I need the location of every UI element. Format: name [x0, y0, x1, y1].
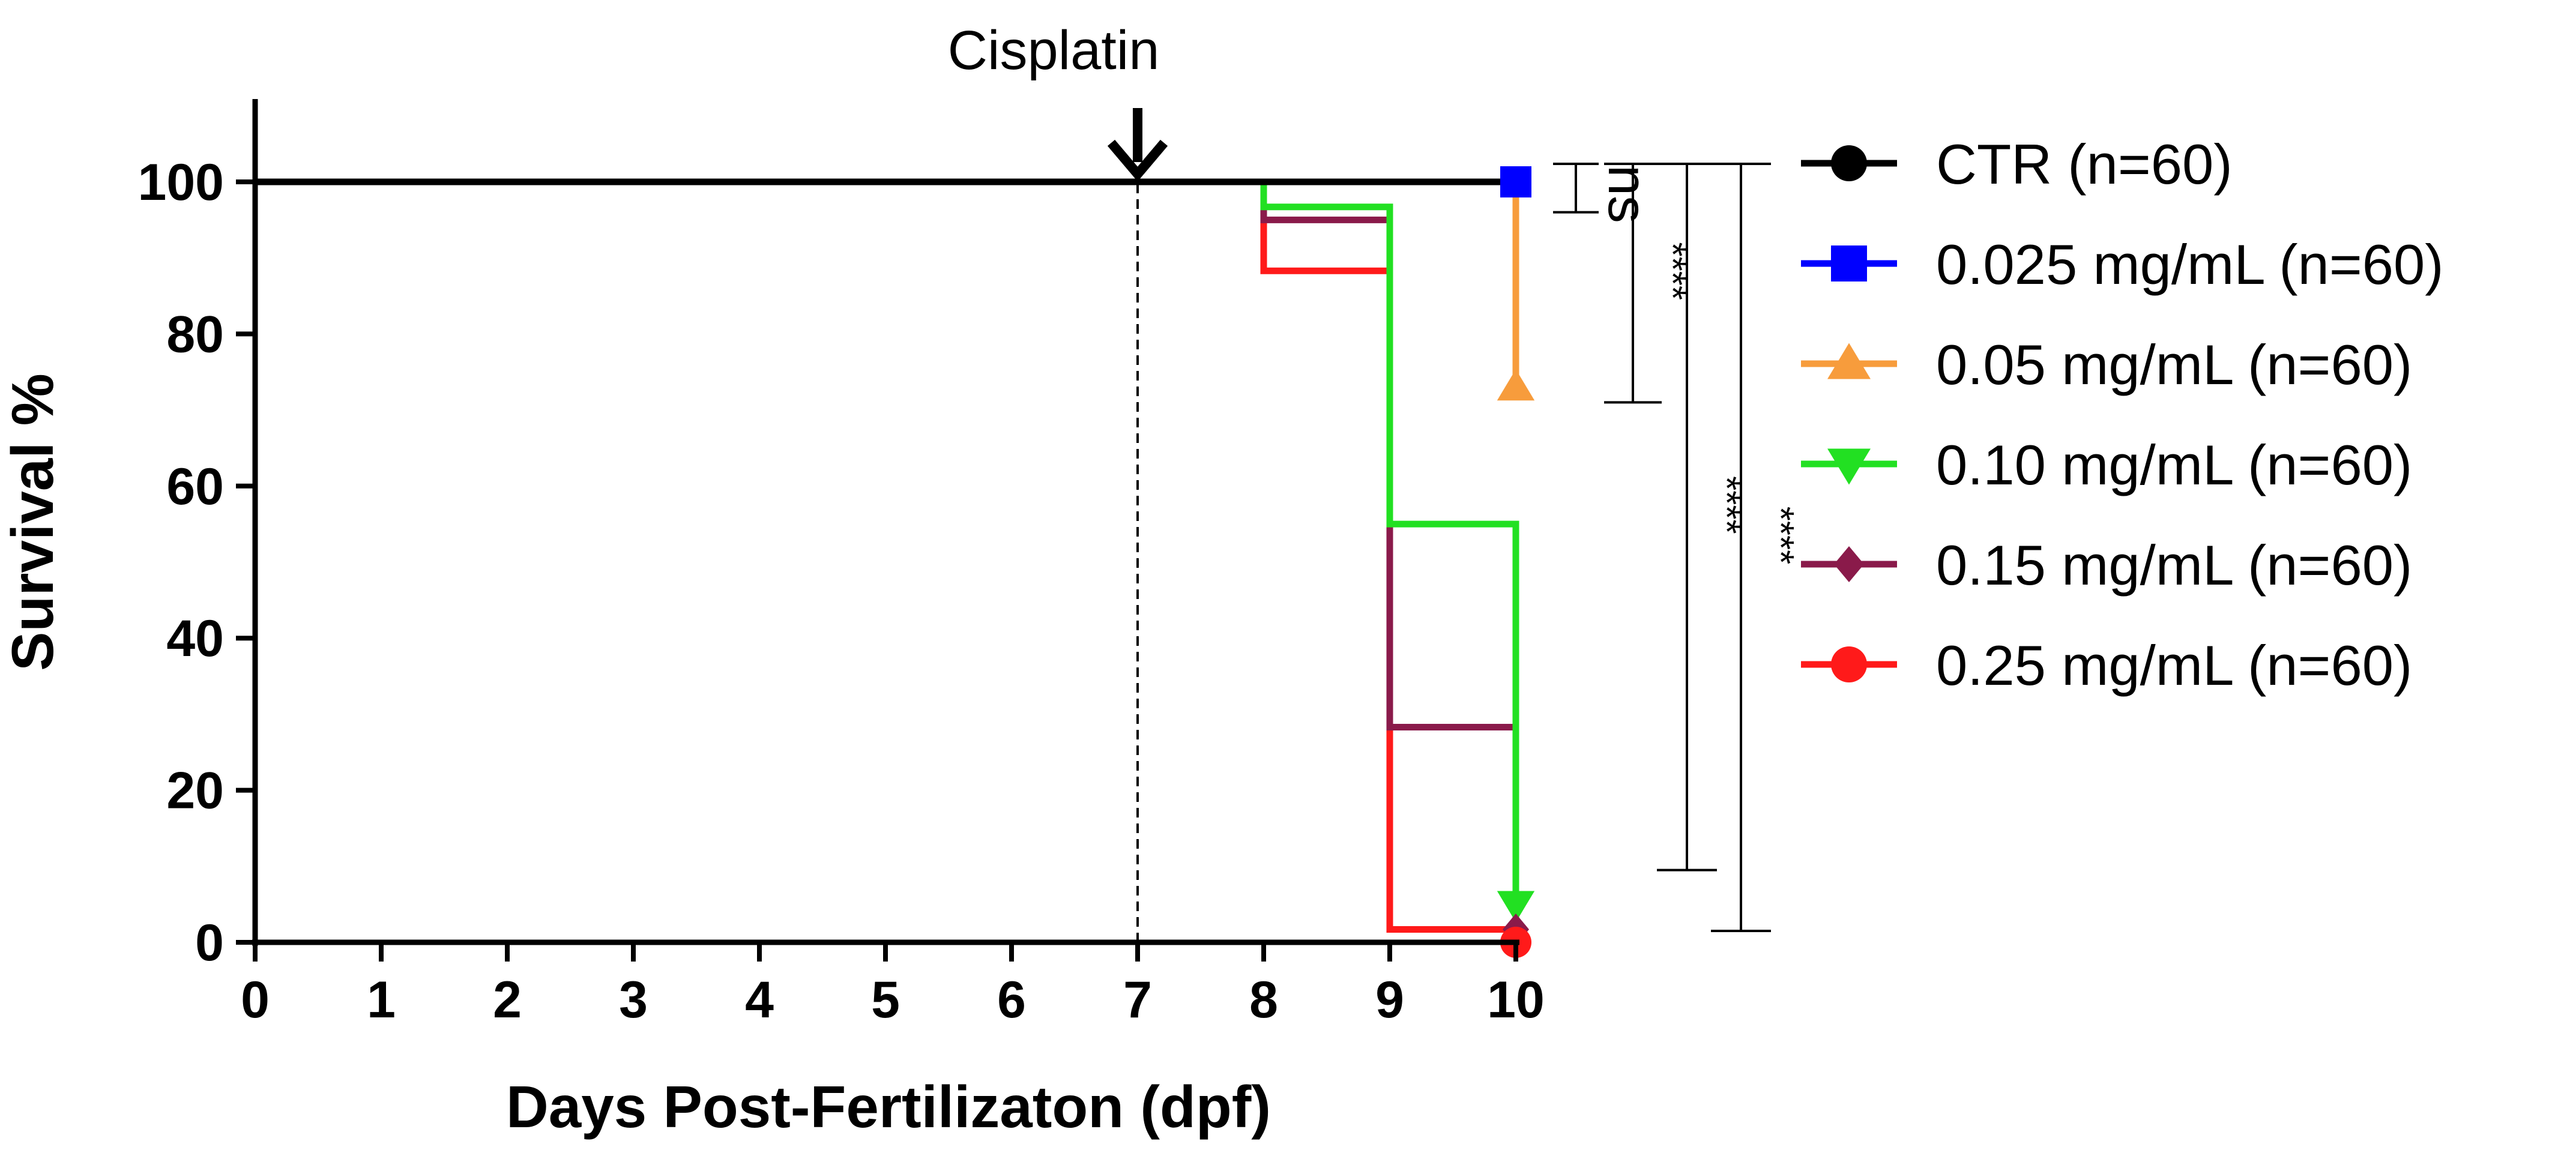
- legend-label-0: CTR (n=60): [1936, 133, 2233, 196]
- x-tick-label: 5: [871, 971, 900, 1029]
- x-tick-label: 9: [1375, 971, 1404, 1029]
- series-line-4: [255, 178, 1519, 930]
- series-marker-1: [1500, 166, 1531, 197]
- x-tick-label: 3: [619, 971, 648, 1029]
- legend: CTR (n=60) 0.025 mg/mL (n=60) 0.05 mg/mL (…: [1801, 133, 2444, 697]
- x-tick-label: 10: [1487, 971, 1545, 1029]
- y-tick-label: 20: [166, 762, 224, 820]
- x-tick-label: 2: [493, 971, 522, 1029]
- x-axis-title: Days Post-Fertilizaton (dpf): [506, 1074, 1271, 1140]
- x-tick-label: 1: [367, 971, 396, 1029]
- series-line-2: [255, 178, 1519, 388]
- legend-label-5: 0.25 mg/mL (n=60): [1936, 634, 2412, 697]
- legend-marker-3: [1827, 448, 1871, 485]
- cisplatin-label: Cisplatin: [948, 20, 1160, 81]
- series-marker-2: [1497, 369, 1535, 401]
- legend-marker-4: [1834, 546, 1864, 582]
- y-tick-label: 0: [195, 914, 224, 972]
- y-tick-label: 40: [166, 610, 224, 667]
- series-line-3: [255, 178, 1519, 905]
- legend-marker-2: [1827, 343, 1871, 379]
- series-line-5: [255, 178, 1519, 942]
- y-tick-label: 80: [166, 306, 224, 363]
- x-tick-label: 7: [1123, 971, 1152, 1029]
- legend-marker-0: [1831, 145, 1867, 181]
- legend-marker-1: [1831, 245, 1867, 281]
- x-tick-label: 6: [997, 971, 1026, 1029]
- cisplatin-arrow-head: [1107, 139, 1168, 182]
- legend-label-2: 0.05 mg/mL (n=60): [1936, 333, 2412, 396]
- legend-label-1: 0.025 mg/mL (n=60): [1936, 233, 2444, 296]
- legend-label-4: 0.15 mg/mL (n=60): [1936, 534, 2412, 597]
- legend-marker-5: [1831, 646, 1867, 682]
- x-tick-label: 0: [241, 971, 270, 1029]
- y-tick-label: 100: [138, 154, 225, 211]
- significance-label: ns: [1597, 165, 1658, 223]
- x-tick-label: 8: [1249, 971, 1278, 1029]
- legend-label-3: 0.10 mg/mL (n=60): [1936, 433, 2412, 496]
- significance-label: ****: [1760, 507, 1801, 565]
- series-marker-3: [1497, 891, 1535, 923]
- y-axis-title: Survival %: [0, 373, 65, 671]
- y-tick-label: 60: [166, 458, 224, 516]
- x-tick-label: 4: [745, 971, 774, 1029]
